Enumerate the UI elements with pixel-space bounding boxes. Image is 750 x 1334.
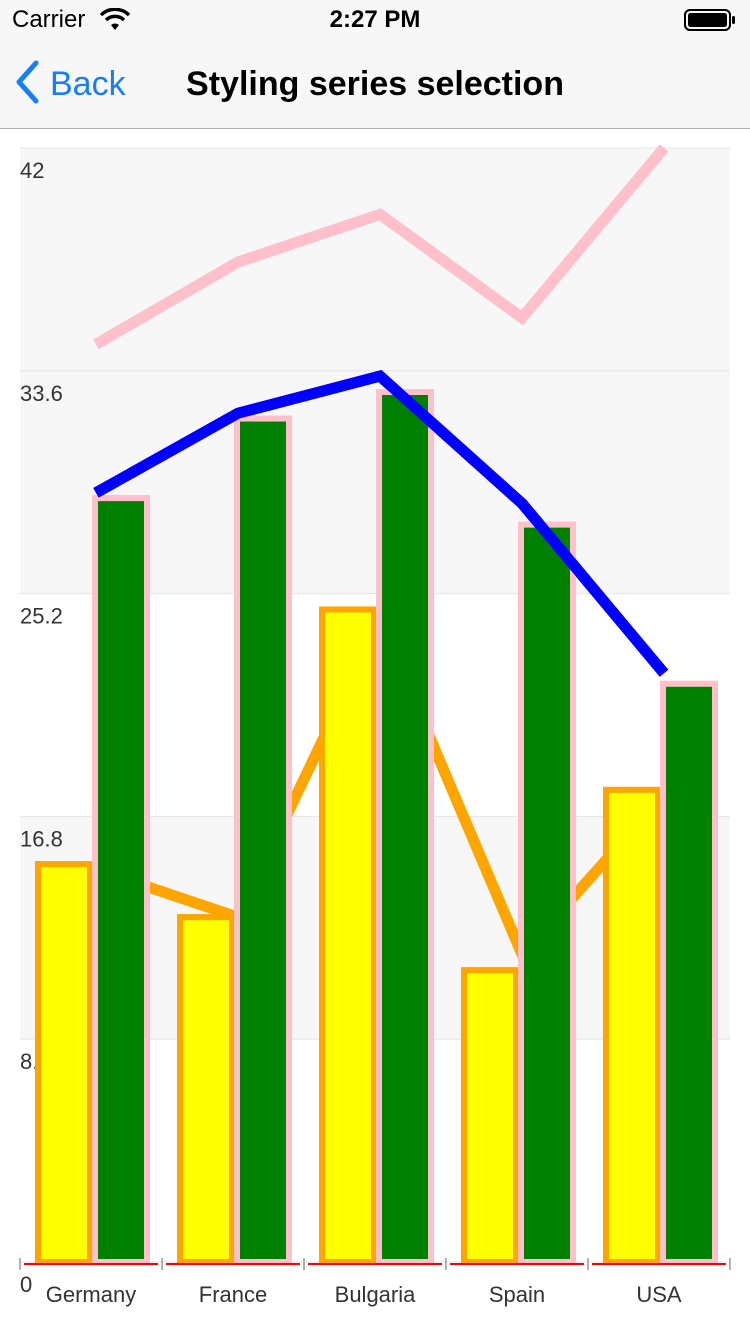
back-label: Back	[50, 64, 126, 103]
bar-overlay-yellow-france[interactable]	[177, 914, 235, 1265]
x-category-label: Bulgaria	[335, 1282, 416, 1307]
grid-band	[20, 148, 730, 371]
page-title: Styling series selection	[186, 65, 564, 103]
y-tick-label: 16.8	[20, 826, 63, 851]
bar-overlay-yellow-germany[interactable]	[35, 861, 93, 1266]
bar-overlay-green-spain[interactable]	[518, 521, 576, 1265]
series-chart[interactable]: 08.416.825.233.642GermanyFranceBulgariaS…	[0, 130, 750, 1334]
chevron-left-icon	[14, 60, 40, 109]
y-tick-label: 0	[20, 1272, 32, 1297]
bar-overlay-green-germany[interactable]	[92, 495, 150, 1266]
bar-overlay-yellow-usa[interactable]	[603, 786, 661, 1266]
x-category-label: Spain	[489, 1282, 545, 1307]
carrier-label: Carrier	[12, 6, 86, 33]
y-tick-label: 25.2	[20, 604, 63, 629]
bar-overlay-yellow-bulgaria[interactable]	[319, 606, 377, 1265]
x-category-label: Germany	[46, 1282, 136, 1307]
y-tick-label: 42	[20, 158, 44, 183]
series-line-top-2[interactable]	[93, 144, 669, 350]
x-category-label: France	[199, 1282, 267, 1307]
series-line-top-1[interactable]	[93, 370, 669, 677]
bar-overlay-green-usa[interactable]	[660, 680, 718, 1265]
navigation-bar: Back Styling series selection	[0, 40, 750, 129]
status-bar: Carrier 2:27 PM	[0, 0, 750, 40]
bar-overlay-green-france[interactable]	[234, 415, 292, 1265]
bar-overlay-yellow-spain[interactable]	[461, 967, 519, 1265]
back-button[interactable]: Back	[14, 60, 126, 109]
y-tick-label: 33.6	[20, 381, 63, 406]
wifi-icon	[99, 7, 131, 37]
x-category-label: USA	[636, 1282, 682, 1307]
bar-overlay-green-bulgaria[interactable]	[376, 389, 434, 1265]
status-time: 2:27 PM	[329, 6, 421, 33]
battery-icon	[684, 8, 736, 37]
